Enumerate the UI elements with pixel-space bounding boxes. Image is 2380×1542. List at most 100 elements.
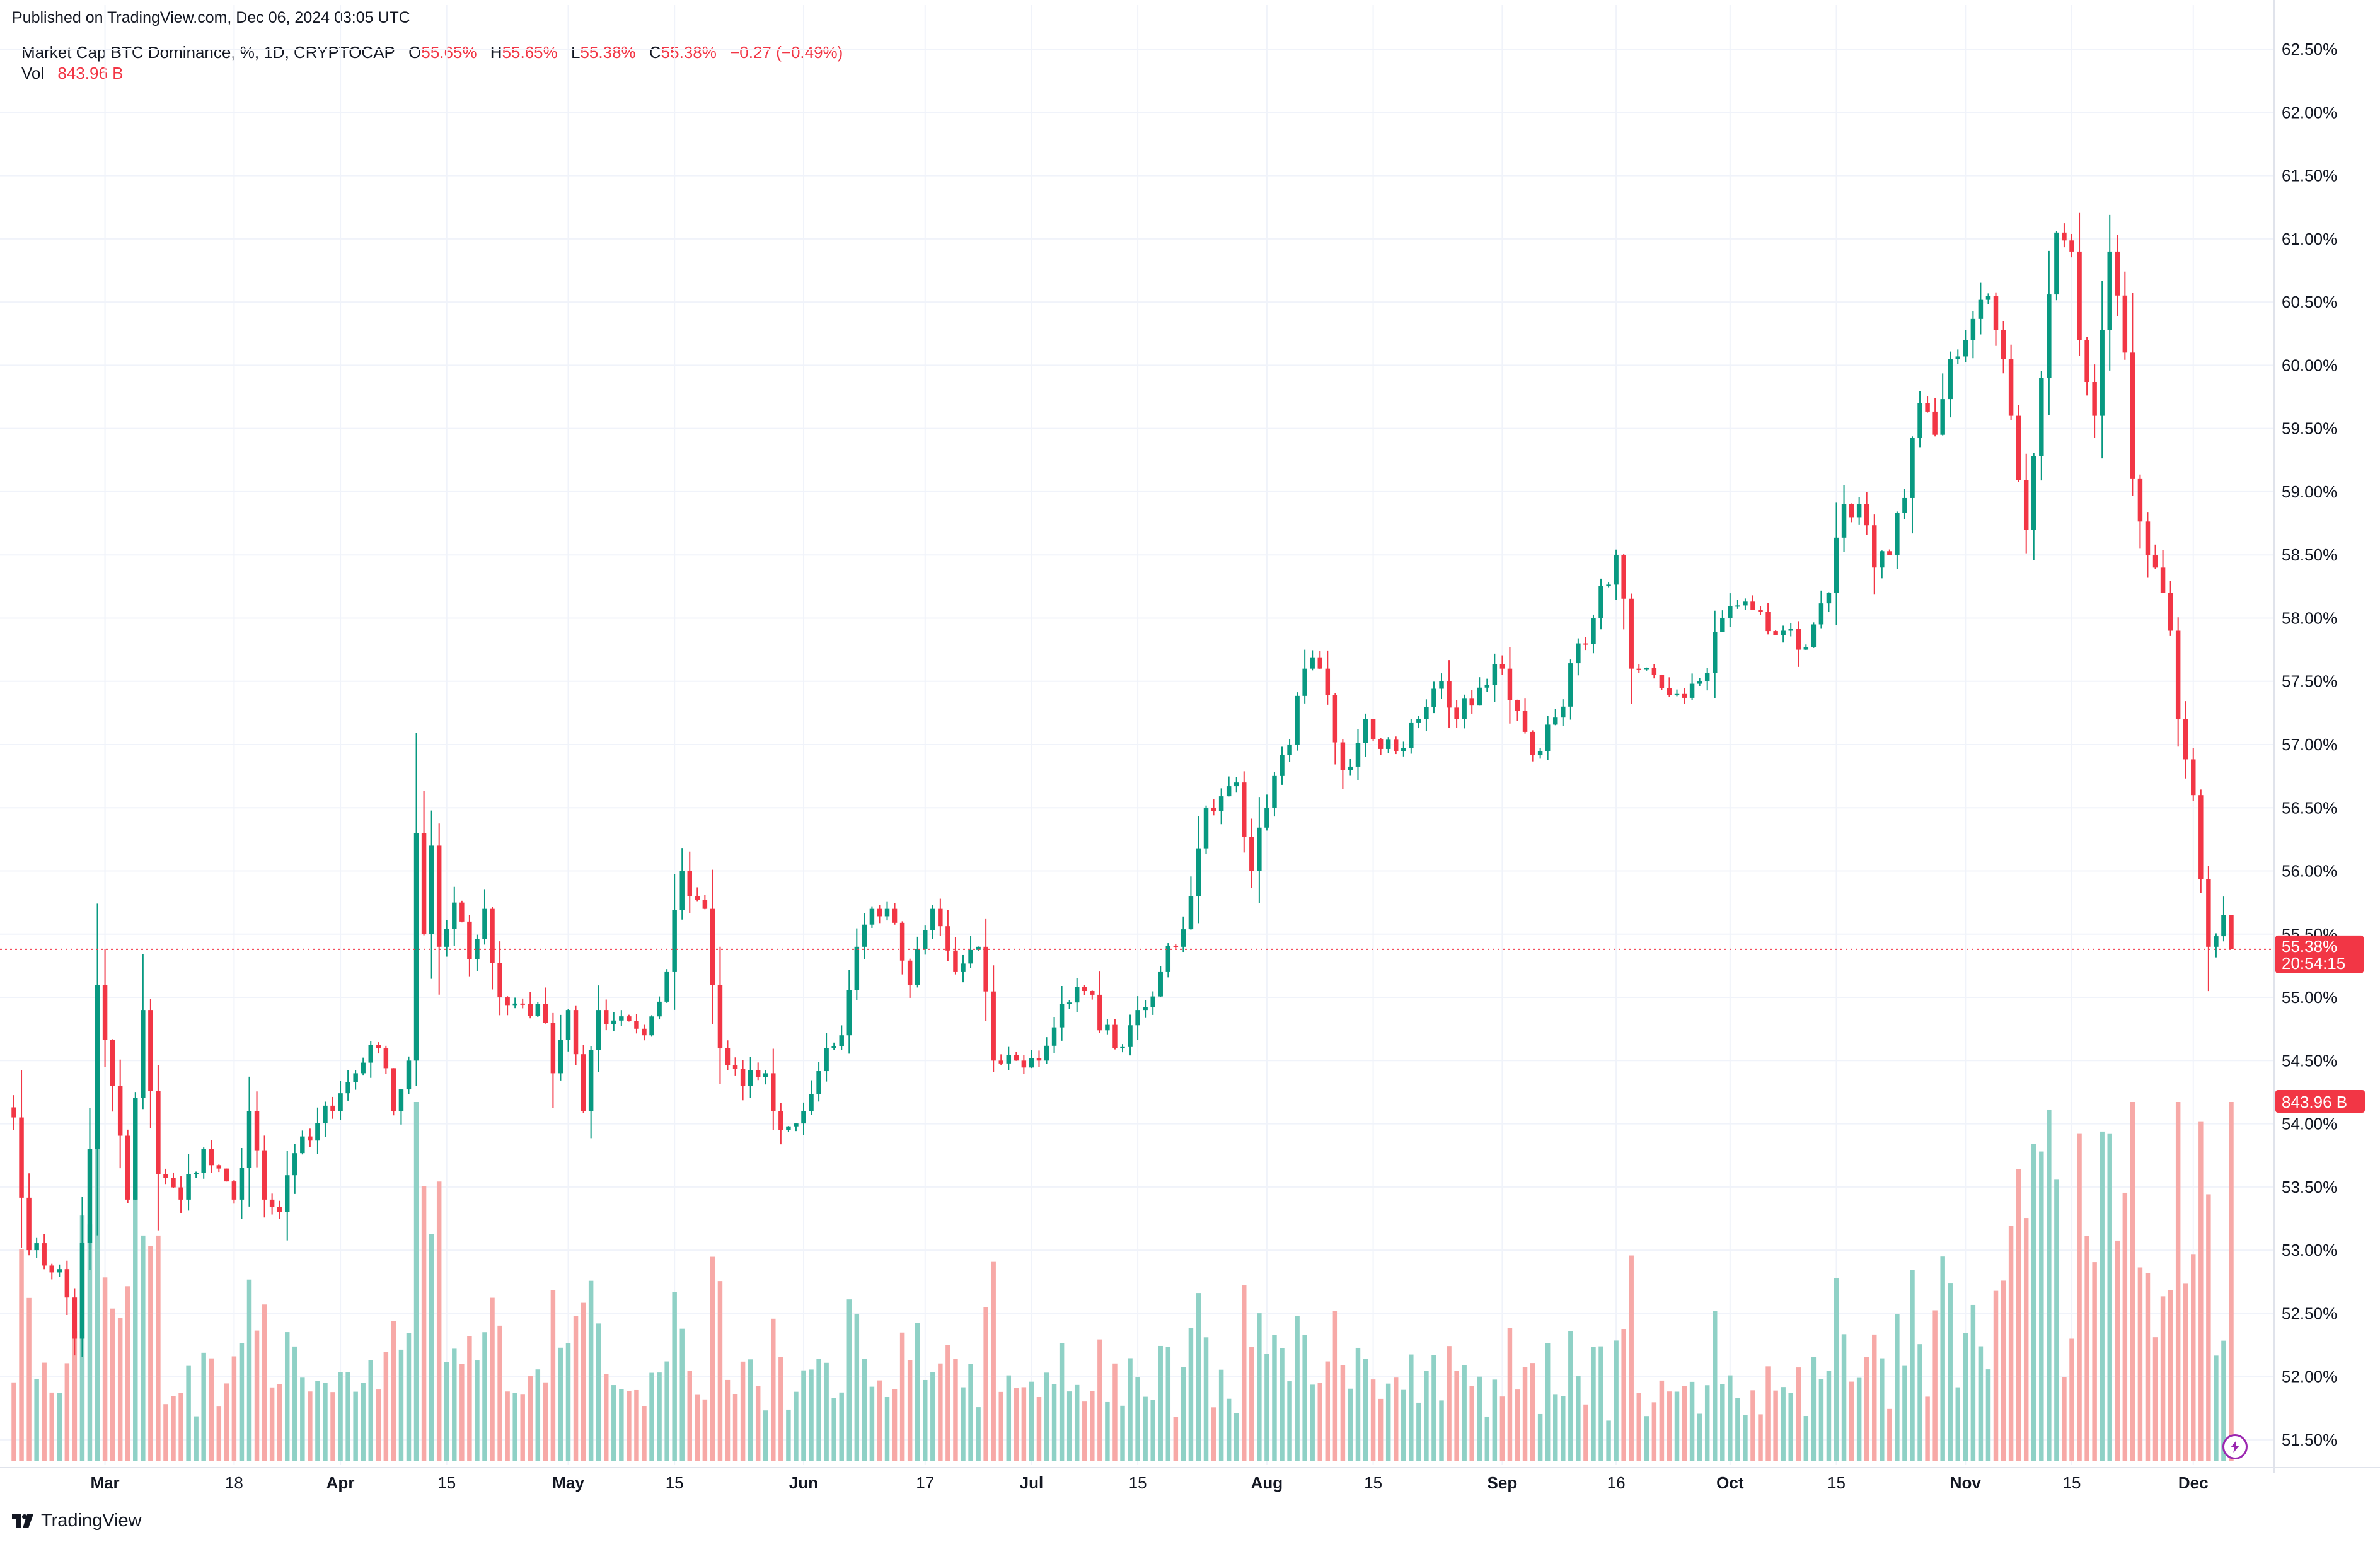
- candle-body: [1720, 618, 1725, 632]
- volume-bar: [2069, 1338, 2074, 1461]
- candle-body: [1280, 755, 1285, 776]
- volume-bar: [1932, 1310, 1938, 1461]
- published-caption: Published on TradingView.com, Dec 06, 20…: [12, 9, 410, 26]
- volume-bar: [436, 1181, 442, 1461]
- volume-bar: [976, 1407, 981, 1461]
- candle-body: [983, 946, 988, 992]
- candle-body: [1120, 1046, 1125, 1048]
- tradingview-logo[interactable]: TradingView: [12, 1510, 142, 1531]
- volume-bar: [1864, 1357, 1869, 1461]
- candle-body: [535, 1004, 541, 1016]
- volume-bar: [1211, 1407, 1216, 1461]
- price-badge: [2275, 935, 2364, 973]
- candle-body: [1985, 296, 1991, 300]
- candle-body: [194, 1173, 199, 1174]
- volume-bar: [262, 1304, 267, 1461]
- candle-body: [156, 1091, 161, 1174]
- candle-body: [95, 984, 100, 1149]
- y-tick-label: 59.00%: [2282, 482, 2337, 501]
- candle-body: [398, 1089, 404, 1111]
- x-tick-label: 15: [1827, 1473, 1846, 1492]
- volume-bar: [1317, 1383, 1322, 1461]
- candle-body: [2023, 480, 2029, 530]
- candle-body: [1257, 827, 1262, 871]
- candle-body: [1522, 710, 1528, 732]
- y-tick-label: 57.50%: [2282, 672, 2337, 691]
- volume-bar: [323, 1383, 328, 1461]
- volume-bar: [2152, 1337, 2158, 1461]
- lightning-icon[interactable]: [2222, 1434, 2248, 1459]
- candle-body: [1029, 1058, 1034, 1068]
- volume-bar: [254, 1330, 260, 1461]
- volume-bar: [1682, 1386, 1687, 1461]
- candle-body: [642, 1028, 647, 1036]
- x-tick-label: Apr: [326, 1473, 355, 1492]
- change-value: −0.27 (−0.49%): [730, 43, 843, 62]
- volume-bar: [687, 1371, 693, 1461]
- volume-bar: [1674, 1391, 1680, 1461]
- candle-body: [262, 1150, 267, 1200]
- candle-body: [34, 1243, 39, 1251]
- time-axis[interactable]: Mar 18 Apr 15 May 15 Jun 17 Jul 15 Aug 15 Sep 16 Oct 15…: [0, 1467, 2380, 1492]
- candle-body: [778, 1111, 783, 1130]
- volume-bar: [1659, 1380, 1665, 1461]
- y-tick-label: 57.00%: [2282, 735, 2337, 754]
- volume-bar: [1803, 1416, 1809, 1461]
- volume-bar: [1735, 1398, 1740, 1461]
- volume-bar: [1082, 1401, 1087, 1461]
- volume-bar: [406, 1333, 412, 1461]
- volume-bar: [1796, 1367, 1801, 1461]
- candle-body: [1552, 717, 1558, 725]
- candle-body: [1895, 513, 1900, 555]
- candle-body: [2191, 759, 2196, 796]
- candle-body: [2221, 915, 2226, 937]
- candle-body: [2077, 251, 2082, 340]
- volume-bar: [1325, 1361, 1331, 1461]
- volume-label[interactable]: Vol: [21, 64, 45, 83]
- volume-bar: [884, 1396, 890, 1461]
- candle-body: [102, 984, 108, 1040]
- candle-body: [1728, 606, 1733, 618]
- candle-body: [1492, 664, 1498, 685]
- volume-bar: [269, 1387, 275, 1461]
- volume-bar: [1606, 1420, 1611, 1461]
- candle-body: [1925, 403, 1930, 412]
- volume-bar: [1636, 1393, 1641, 1461]
- candle-body: [1963, 340, 1968, 357]
- candle-body: [42, 1243, 47, 1266]
- volume-bar: [520, 1394, 525, 1461]
- volume-bar: [1257, 1313, 1262, 1461]
- volume-bar: [1173, 1417, 1179, 1461]
- volume-bar: [854, 1313, 860, 1461]
- volume-bar: [657, 1372, 662, 1461]
- symbol-title[interactable]: Market Cap BTC Dominance, %, 1D, CRYPTOC…: [21, 43, 395, 62]
- candle-body: [1295, 695, 1300, 745]
- price-axis[interactable]: 62.50% 62.00% 61.50% 61.00% 60.50% 60.00% 59.5…: [2273, 0, 2337, 1473]
- volume-bar: [1955, 1387, 1961, 1461]
- volume-bar: [938, 1363, 943, 1461]
- candle-body: [1431, 688, 1436, 707]
- candle-body: [64, 1269, 70, 1298]
- candle-body: [1591, 618, 1596, 644]
- candle-body: [2160, 567, 2166, 593]
- candle-body: [2092, 382, 2097, 416]
- candle-body: [528, 1004, 533, 1016]
- volume-bar: [642, 1406, 647, 1461]
- volume-bar: [2137, 1267, 2143, 1461]
- volume-bar: [869, 1386, 875, 1461]
- volume-bar: [1310, 1384, 1315, 1461]
- volume-bar: [2115, 1240, 2120, 1461]
- candle-body: [1484, 685, 1490, 688]
- candle-body: [649, 1016, 654, 1036]
- candle-body: [338, 1093, 343, 1111]
- y-tick-label: 58.00%: [2282, 608, 2337, 627]
- candle-body: [1781, 630, 1786, 635]
- volume-bar: [672, 1292, 677, 1461]
- candle-body: [1704, 673, 1710, 681]
- candle-body: [148, 1010, 153, 1091]
- candle-body: [2229, 915, 2234, 949]
- candle-body: [968, 949, 973, 964]
- volume-bar: [1552, 1394, 1558, 1461]
- candle-body: [748, 1070, 753, 1086]
